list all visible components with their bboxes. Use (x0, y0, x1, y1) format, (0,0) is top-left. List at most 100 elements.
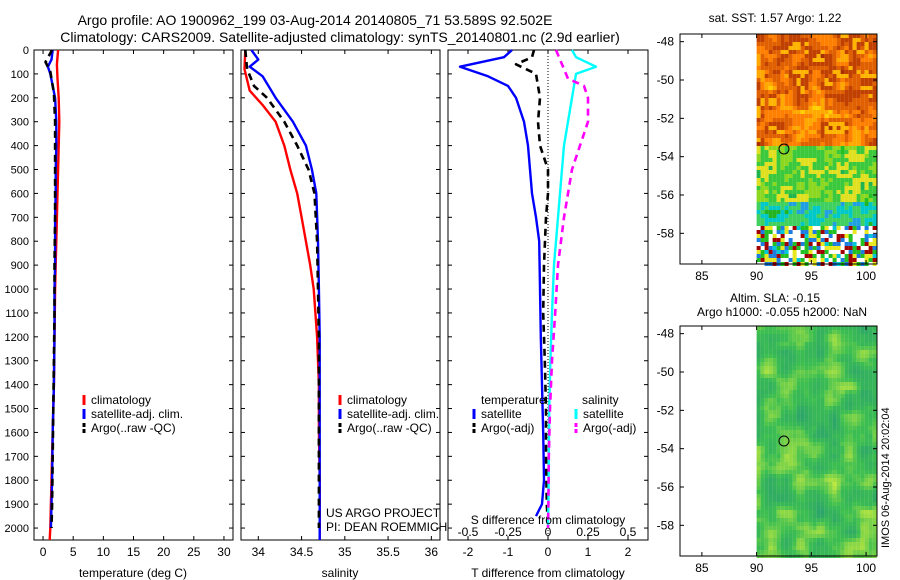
heat-cell (872, 254, 877, 258)
heat-cell (868, 66, 873, 70)
heat-cell (756, 466, 761, 470)
heat-cell (780, 62, 785, 66)
heat-cell (812, 418, 817, 422)
heat-cell (824, 462, 829, 466)
heat-cell (832, 534, 837, 538)
heat-cell (872, 146, 877, 150)
heat-cell (812, 398, 817, 402)
heat-cell (804, 406, 809, 410)
heat-cell (812, 378, 817, 382)
heat-cell (868, 498, 873, 502)
heat-cell (804, 242, 809, 246)
heat-cell (820, 214, 825, 218)
heat-cell (856, 210, 861, 214)
heat-cell (820, 458, 825, 462)
heat-cell (780, 202, 785, 206)
heat-cell (860, 166, 865, 170)
heat-cell (820, 542, 825, 546)
heat-cell (872, 142, 877, 146)
heat-cell (828, 118, 833, 122)
heat-cell (820, 90, 825, 94)
heat-cell (808, 518, 813, 522)
heat-cell (860, 366, 865, 370)
y-tick-label: 1500 (5, 404, 29, 416)
heat-cell (804, 194, 809, 198)
heat-cell (840, 450, 845, 454)
heat-cell (868, 526, 873, 530)
heat-cell (868, 258, 873, 262)
heat-cell (864, 118, 869, 122)
heat-cell (800, 442, 805, 446)
heat-cell (768, 66, 773, 70)
heat-cell (816, 474, 821, 478)
heat-cell (820, 526, 825, 530)
heat-cell (836, 174, 841, 178)
heat-cell (820, 102, 825, 106)
heat-cell (792, 422, 797, 426)
heat-cell (776, 54, 781, 58)
heat-cell (860, 414, 865, 418)
heat-cell (856, 214, 861, 218)
heat-cell (764, 502, 769, 506)
heat-cell (852, 366, 857, 370)
heat-cell (840, 370, 845, 374)
heat-cell (812, 110, 817, 114)
heat-cell (872, 386, 877, 390)
heat-cell (852, 454, 857, 458)
heat-cell (824, 486, 829, 490)
heat-cell (772, 74, 777, 78)
heat-cell (840, 498, 845, 502)
heat-cell (756, 126, 761, 130)
heat-cell (800, 90, 805, 94)
heat-cell (860, 250, 865, 254)
heat-cell (772, 130, 777, 134)
heat-cell (852, 254, 857, 258)
heat-cell (768, 546, 773, 550)
heat-cell (772, 126, 777, 130)
series-line (546, 49, 590, 529)
heat-cell (808, 354, 813, 358)
heat-cell (784, 542, 789, 546)
heat-cell (860, 334, 865, 338)
heat-cell (872, 234, 877, 238)
heat-cell (872, 450, 877, 454)
heat-cell (856, 394, 861, 398)
heat-cell (800, 386, 805, 390)
heat-cell (776, 346, 781, 350)
heat-cell (864, 510, 869, 514)
heat-cell (832, 110, 837, 114)
heat-cell (764, 98, 769, 102)
heat-cell (864, 346, 869, 350)
heat-cell (816, 190, 821, 194)
heat-cell (772, 542, 777, 546)
heat-cell (820, 134, 825, 138)
heat-cell (852, 202, 857, 206)
heat-cell (800, 538, 805, 542)
heat-cell (864, 78, 869, 82)
heat-cell (788, 154, 793, 158)
heat-cell (860, 106, 865, 110)
heat-cell (760, 546, 765, 550)
heat-cell (848, 402, 853, 406)
heat-cell (836, 406, 841, 410)
heat-cell (840, 522, 845, 526)
heat-cell (760, 186, 765, 190)
heat-cell (784, 62, 789, 66)
heat-cell (816, 442, 821, 446)
heat-cell (808, 250, 813, 254)
heat-cell (788, 182, 793, 186)
heat-cell (824, 374, 829, 378)
heat-cell (860, 378, 865, 382)
heat-cell (796, 42, 801, 46)
heat-cell (832, 98, 837, 102)
series-line (248, 49, 321, 540)
heat-cell (756, 522, 761, 526)
heat-cell (776, 158, 781, 162)
heat-cell (780, 50, 785, 54)
heat-cell (860, 338, 865, 342)
heat-cell (852, 174, 857, 178)
heat-cell (816, 198, 821, 202)
heat-cell (768, 510, 773, 514)
heat-cell (828, 450, 833, 454)
heat-cell (868, 378, 873, 382)
